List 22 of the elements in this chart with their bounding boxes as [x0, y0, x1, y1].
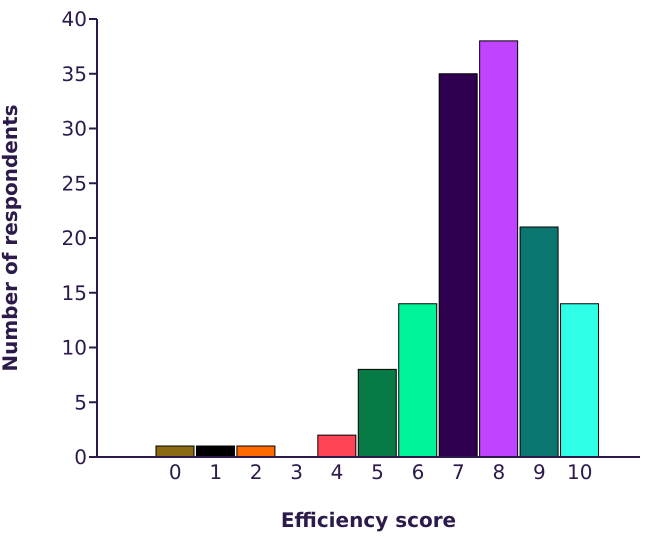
x-tick-label: 4 [330, 460, 344, 484]
x-tick-label: 8 [492, 460, 506, 484]
x-tick-label: 5 [371, 460, 384, 484]
y-tick-label: 10 [62, 336, 87, 360]
y-tick-label: 25 [62, 171, 87, 196]
x-tick-label: 10 [567, 460, 592, 484]
y-tick-label: 0 [74, 445, 87, 470]
y-tick-label: 15 [62, 280, 87, 305]
x-tick-label: 3 [290, 460, 303, 484]
x-axis-title: Efficiency score [280, 508, 456, 532]
x-tick-label: 6 [412, 460, 424, 484]
x-tick-label: 2 [250, 460, 263, 484]
x-tick-label: 9 [532, 460, 546, 484]
x-tick-label: 1 [209, 460, 222, 484]
y-tick-label: 30 [62, 116, 87, 141]
y-tick-label: 35 [62, 62, 87, 86]
y-tick-label: 5 [74, 390, 87, 414]
y-axis-title: Number of respondents [0, 104, 22, 372]
y-tick-label: 20 [62, 226, 87, 250]
x-tick-label: 7 [452, 460, 465, 484]
x-tick-label: 0 [168, 460, 182, 484]
y-tick-label: 40 [62, 7, 87, 32]
